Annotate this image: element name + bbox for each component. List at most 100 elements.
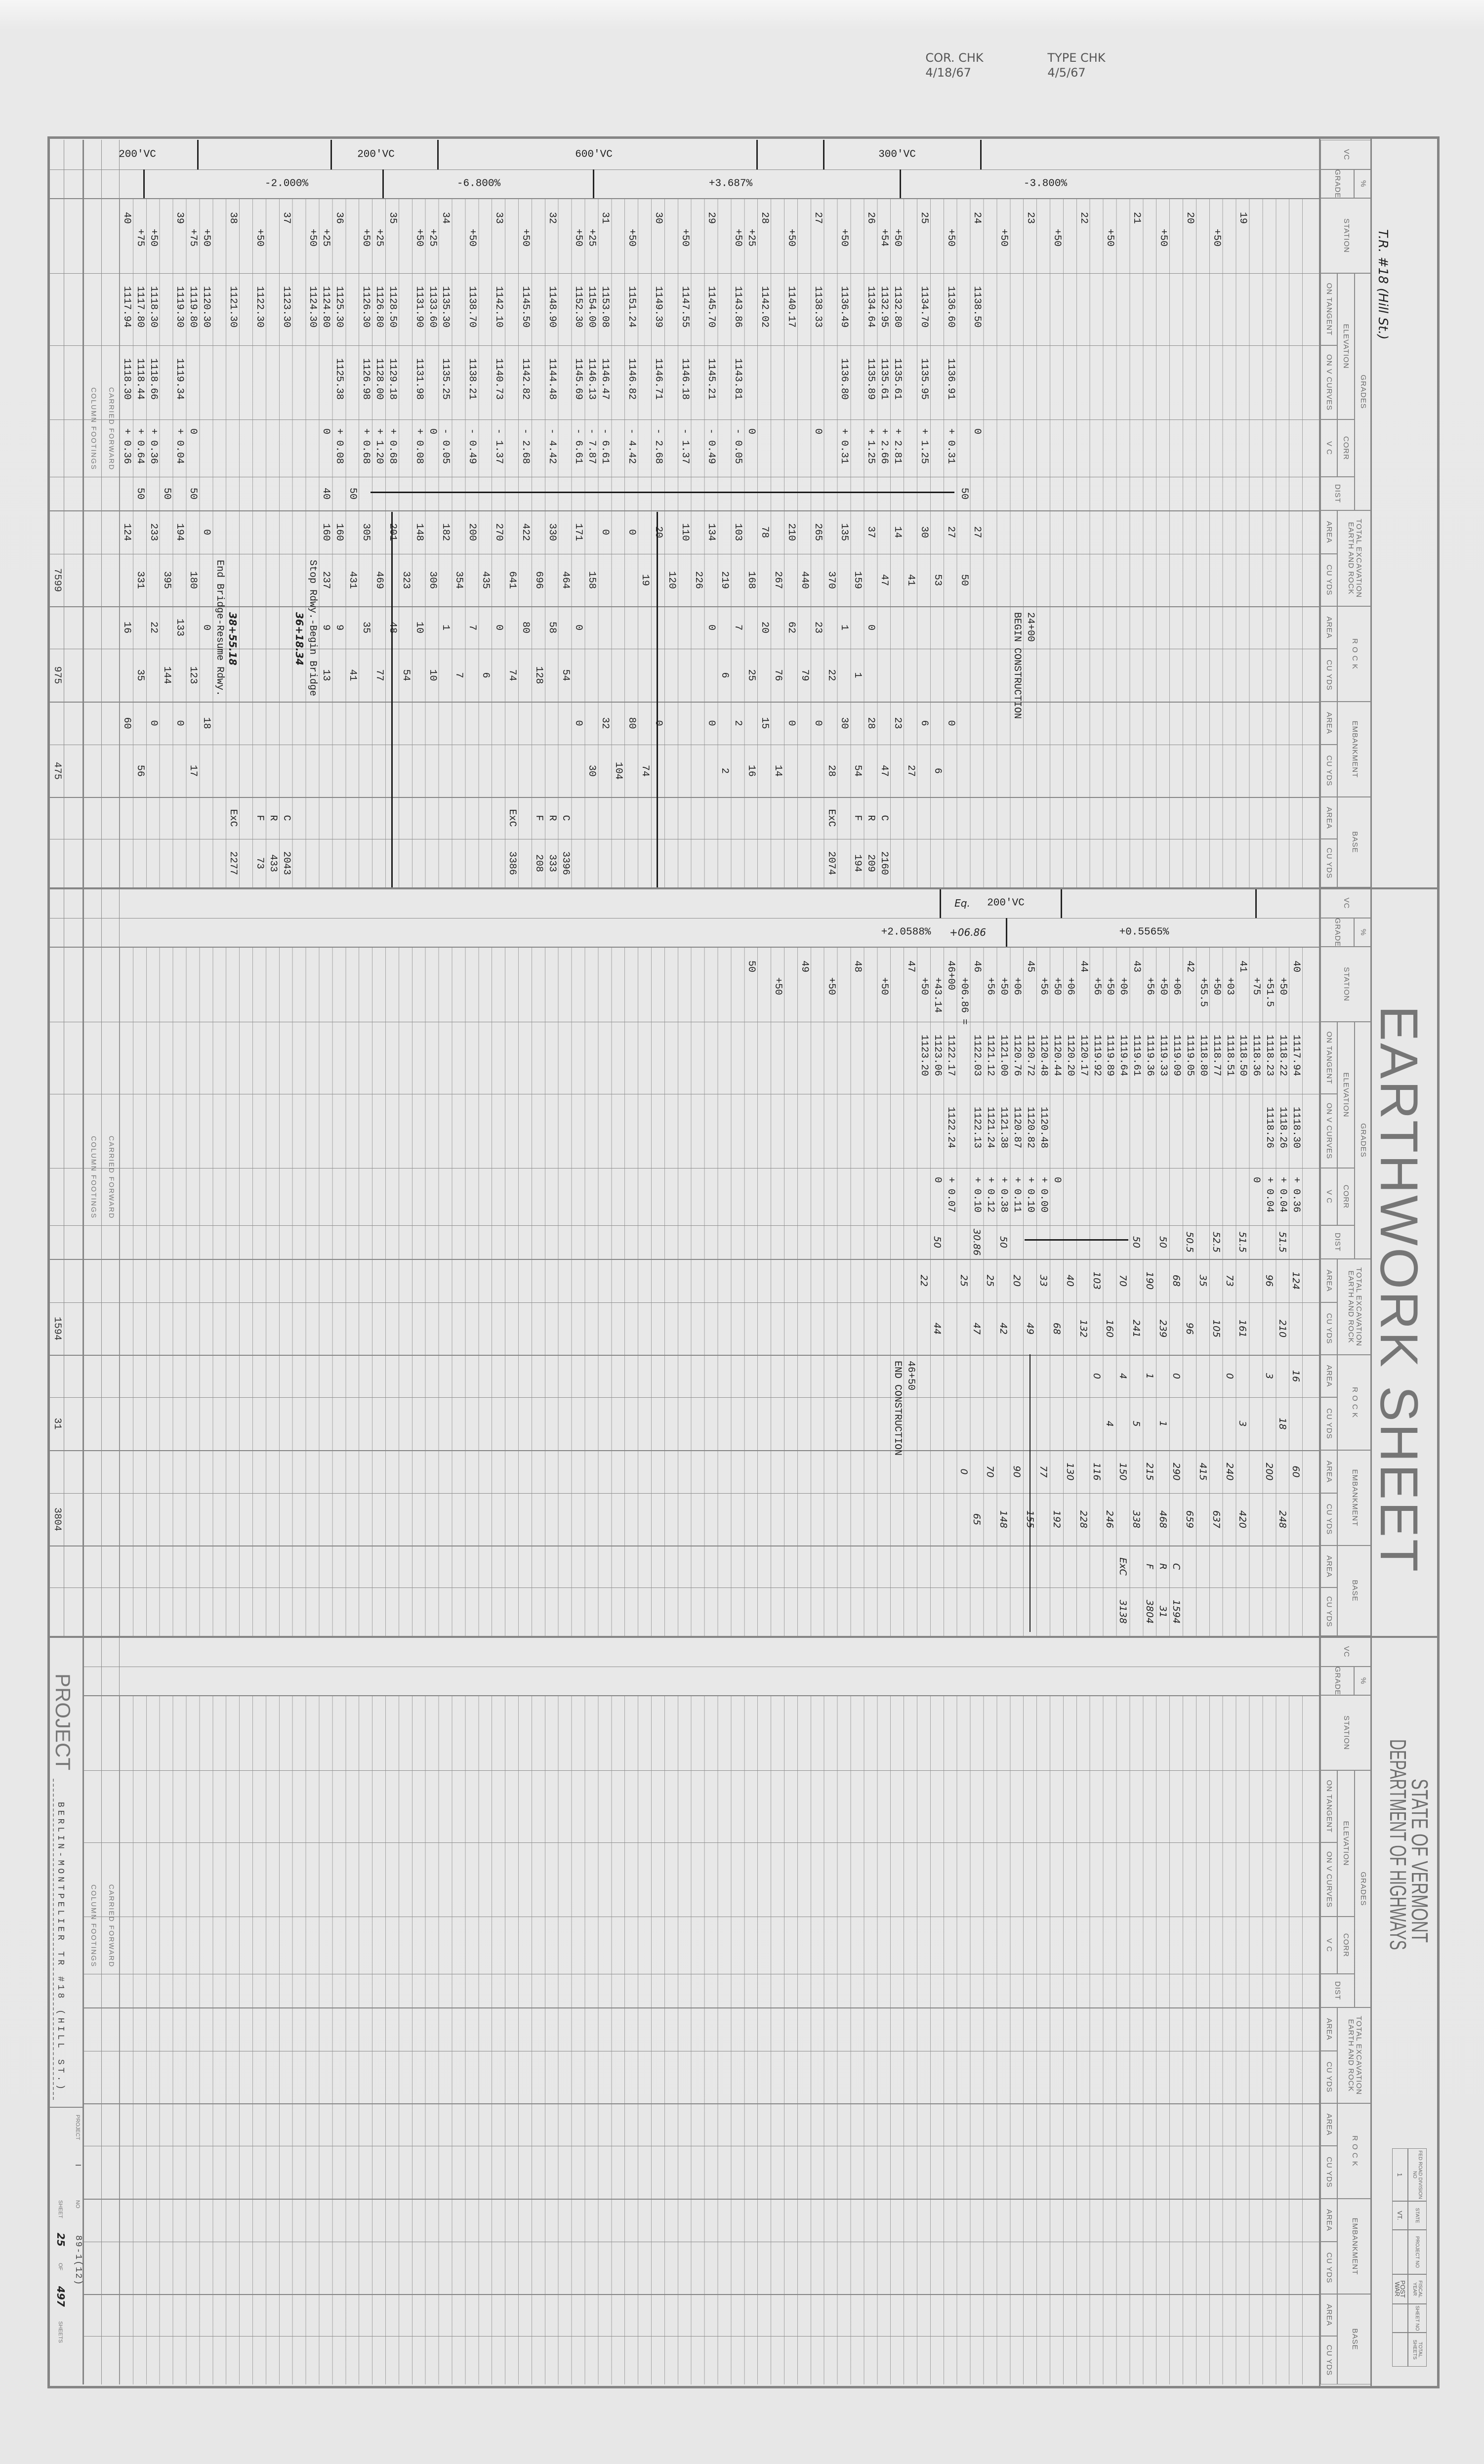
cell-embankment-area: 0 [705,720,717,726]
table-row: 696 128 F 208 [532,140,545,887]
column-header: CORR [1337,419,1355,477]
cell-corr-vc: - 2.68 [652,428,664,464]
cell-station: 42 [1184,961,1195,973]
cell-corr-vc: + 0.64 [134,428,146,464]
cell-total-excavation-cu-yds: 237 [320,571,332,589]
cell-total-excavation-area: 134 [705,523,717,541]
cell-total-excavation-cu-yds: 168 [745,571,757,589]
cell-rock-area: 0 [201,624,212,630]
cell-embankment-area: 0 [945,720,956,726]
cell-elevation-on-tangent: 1120.48 [1038,1035,1049,1077]
column-header: GRADES [1355,1770,1372,2007]
cell-station: 27 [812,212,824,224]
cell-rock-area: 0 [493,624,505,630]
carried-forward-label: CARRIED FORWARD [108,1884,116,1968]
cell-station: +50 [253,229,265,247]
table-row: 641 74 ExC 3386 [505,140,518,887]
column-rule [84,2336,1320,2337]
cell-station: +03 [1224,977,1236,996]
cell-elevation-on-v-curve: 1121.38 [998,1107,1010,1149]
column-header-label: % [1359,928,1367,936]
cell-corr-vc: 0 [745,428,757,435]
footer-rule [119,888,120,1636]
cell-station: 38 [227,212,239,224]
cell-elevation-on-tangent: 1120.30 [201,286,212,328]
hand-drawn-line [1030,1354,1031,1632]
form-rule [1319,139,1320,2386]
cell-elevation-on-v-curve: 1138.21 [466,358,478,400]
column-header: STATION [1320,947,1372,1022]
cell-total-excavation-area: 110 [679,523,691,541]
cell-total-excavation-cu-yds: 267 [772,571,783,589]
column-header-label: V C [1325,1189,1333,1204]
cell-elevation-on-tangent: 1138.50 [971,286,983,328]
cell-rock-cu-yds: 3 [1237,1420,1248,1427]
column-header: BASE [1337,2294,1372,2384]
cell-embankment-area: 215 [1144,1462,1155,1481]
column-header-label: GRADES [1359,1872,1368,1906]
cell-station: 43 [1131,961,1143,973]
table-row: +75 1118.36 0 [1249,888,1263,1636]
column-header: R O C K [1337,606,1372,702]
cell-corr-vc: + 0.00 [1038,1177,1049,1213]
table-row: +50 1120.44 0 68 192 [1050,888,1063,1636]
cell-station: 45 [1025,961,1036,973]
cell-elevation-on-tangent: 1118.77 [1210,1035,1222,1077]
cell-base-area: C [878,815,890,821]
column-header: GRADES [1355,273,1372,510]
carried-forward-total: 975 [51,666,63,684]
cell-rock-area: 0 [1224,1373,1235,1379]
cell-elevation-on-tangent: 1132.80 [892,286,904,328]
table-row: 49 [797,888,811,1636]
cell-dist: 50 [931,1236,943,1249]
column-header: R O C K [1337,1355,1372,1450]
cell-base-cu-yds: 3386 [506,851,518,875]
cell-station: +51.5 [1264,977,1276,1007]
cell-station: 32 [546,212,558,224]
cell-station: +50 [201,229,212,247]
cell-elevation-on-v-curve: 1119.34 [174,358,186,400]
table-row: BEGIN CONSTRUCTION [1010,140,1023,887]
column-header: CU YDS [1320,1587,1337,1636]
column-header: V C [1320,419,1337,477]
cell-elevation-on-v-curve: 1118.30 [1290,1107,1302,1149]
cell-elevation-on-tangent: 1119.89 [1104,1035,1116,1077]
cell-total-excavation-cu-yds: 464 [559,571,571,589]
hand-drawn-line [391,512,393,887]
cor-check-date: 4/18/67 [925,66,971,80]
column-header: TOTAL EXCAVATION EARTH AND ROCK [1337,2007,1372,2103]
column-header: CU YDS [1320,2146,1337,2199]
cell-station: 49 [798,961,810,973]
cell-elevation-on-tangent: 1117.94 [1290,1035,1302,1077]
cell-total-excavation-cu-yds: 323 [400,571,412,589]
cell-total-excavation-area: 68 [1171,1274,1182,1287]
column-header-label: GRADE [1333,918,1342,947]
cell-base-cu-yds: 1594 [1171,1599,1182,1624]
column-rule [84,2199,1320,2200]
cell-total-excavation-area: 124 [121,523,132,541]
column-header-label: AREA [1325,521,1333,543]
cell-elevation-on-tangent: 1136.49 [838,286,850,328]
cell-dist: 51.5 [1237,1231,1248,1253]
column-header-label: R O C K [1351,638,1359,669]
cell-rock-cu-yds: 6 [480,672,492,678]
hand-drawn-line [1025,1239,1128,1241]
cell-elevation-on-tangent: 1120.44 [1051,1035,1063,1077]
cell-total-excavation-cu-yds: 47 [971,1322,983,1335]
cell-total-excavation-cu-yds: 226 [692,571,704,589]
table-row: 31 1153.08 1146.47 - 6.61 0 32 [598,140,611,887]
cell-station: +75 [1250,977,1262,996]
cell-elevation-on-tangent: 1121.30 [227,286,239,328]
column-header-label: AREA [1325,807,1333,829]
column-header-label: AREA [1325,2304,1333,2326]
column-header-label: DIST [1333,1232,1342,1252]
cell-corr-vc: 0 [1250,1177,1262,1183]
cell-total-excavation-cu-yds: 180 [187,571,199,589]
cell-corr-vc: + 0.04 [174,428,186,464]
cell-station: +25 [373,229,385,247]
cell-station: +50 [360,229,372,247]
cell-elevation-on-tangent: 1151.24 [626,286,638,328]
cell-corr-vc: + 1.20 [373,428,385,464]
table-row: 267 76 14 [771,140,784,887]
cell-rock-cu-yds: 22 [825,669,837,681]
